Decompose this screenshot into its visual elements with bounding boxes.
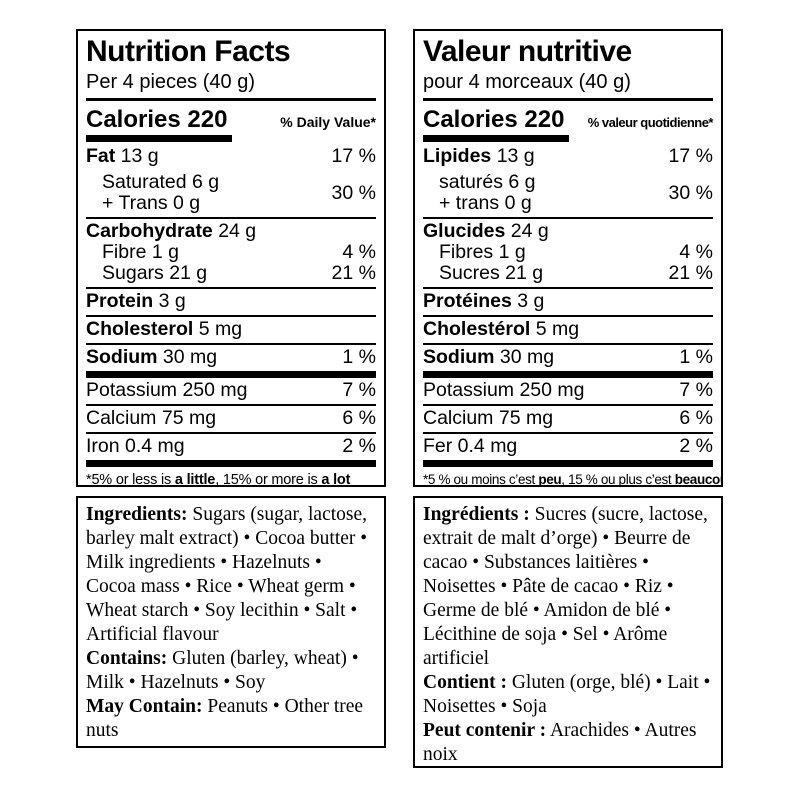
fibre-row: Fibres 1 g 4 % bbox=[439, 241, 713, 263]
may-contain-paragraph: Peut contenir : Arachides • Autres noix bbox=[423, 720, 697, 765]
saturated-trans-row: Saturated 6 g + Trans 0 g 30 % bbox=[86, 170, 376, 217]
contains-paragraph: Contient : Gluten (orge, blé) • Lait • N… bbox=[423, 672, 711, 717]
thin-separator bbox=[423, 287, 713, 289]
calories-underline bbox=[423, 135, 569, 142]
serving-size-en: Per 4 pieces (40 g) bbox=[86, 71, 255, 93]
daily-value-header: % valeur quotidienne* bbox=[587, 115, 714, 130]
calcium-percent: 6 % bbox=[342, 407, 376, 429]
potassium-percent: 7 % bbox=[342, 379, 376, 401]
trans-line: + trans 0 g bbox=[439, 192, 532, 214]
may-contain-paragraph: May Contain: Peanuts • Other tree nuts bbox=[86, 696, 364, 741]
calories-value: Calories 220 bbox=[86, 106, 228, 133]
thin-separator bbox=[86, 343, 376, 345]
carbohydrate-row: Glucides 24 g bbox=[423, 220, 549, 242]
ingredients-panel-en: Ingredients: Sugars (sugar, lactose, bar… bbox=[76, 496, 386, 748]
calories-row-en: Calories 220 % Daily Value* bbox=[86, 101, 376, 134]
calories-row-fr: Calories 220 % valeur quotidienne* bbox=[423, 101, 714, 134]
thin-separator bbox=[86, 432, 376, 434]
sugars-percent: 21 % bbox=[331, 262, 376, 284]
calories-underline bbox=[86, 135, 232, 142]
thick-separator bbox=[86, 371, 376, 378]
thin-separator bbox=[423, 343, 713, 345]
ingredients-paragraph: Ingrédients : Sucres (sucre, lactose, ex… bbox=[423, 504, 708, 669]
daily-value-header: % Daily Value* bbox=[280, 114, 376, 130]
sodium-row: Sodium 30 mg 1 % bbox=[86, 346, 376, 368]
cholesterol-row: Cholestérol 5 mg bbox=[423, 318, 580, 340]
thin-separator bbox=[423, 315, 713, 317]
header-rule bbox=[423, 98, 713, 101]
sugars-percent: 21 % bbox=[668, 262, 713, 284]
saturated-trans-percent: 30 % bbox=[331, 181, 376, 204]
thin-separator bbox=[86, 315, 376, 317]
fibre-percent: 4 % bbox=[679, 241, 713, 263]
iron-percent: 2 % bbox=[679, 435, 713, 457]
nutrition-facts-panel-fr: Valeur nutritive pour 4 morceaux (40 g) … bbox=[413, 29, 723, 487]
fat-percent: 17 % bbox=[668, 145, 713, 167]
saturated-trans-row: saturés 6 g + trans 0 g 30 % bbox=[423, 170, 713, 217]
sodium-percent: 1 % bbox=[342, 346, 376, 368]
saturated-line: Saturated 6 g bbox=[102, 171, 220, 193]
carbohydrate-row: Carbohydrate 24 g bbox=[86, 220, 257, 242]
fat-row: Fat 13 g 17 % bbox=[86, 145, 376, 167]
thick-separator bbox=[86, 460, 376, 467]
protein-row: Protein 3 g bbox=[86, 290, 186, 312]
daily-value-footnote-fr: *5 % ou moins c’est peu, 15 % ou plus c’… bbox=[423, 472, 721, 487]
protein-row: Protéines 3 g bbox=[423, 290, 545, 312]
potassium-percent: 7 % bbox=[679, 379, 713, 401]
calcium-row: Calcium 75 mg 6 % bbox=[423, 407, 713, 429]
potassium-row: Potassium 250 mg 7 % bbox=[423, 379, 713, 401]
iron-row: Iron 0.4 mg 2 % bbox=[86, 435, 376, 457]
cholesterol-row: Cholesterol 5 mg bbox=[86, 318, 243, 340]
fat-row: Lipides 13 g 17 % bbox=[423, 145, 713, 167]
thin-separator bbox=[86, 287, 376, 289]
sodium-row: Sodium 30 mg 1 % bbox=[423, 346, 713, 368]
thin-separator bbox=[86, 217, 376, 219]
saturated-trans-percent: 30 % bbox=[668, 181, 713, 204]
iron-percent: 2 % bbox=[342, 435, 376, 457]
thick-separator bbox=[423, 371, 713, 378]
panel-title-fr: Valeur nutritive bbox=[423, 35, 632, 68]
nutrition-facts-panel-en: Nutrition Facts Per 4 pieces (40 g) Calo… bbox=[76, 29, 386, 487]
panel-title-en: Nutrition Facts bbox=[86, 35, 291, 68]
potassium-row: Potassium 250 mg 7 % bbox=[86, 379, 376, 401]
fibre-row: Fibre 1 g 4 % bbox=[102, 241, 376, 263]
contains-paragraph: Contains: Gluten (barley, wheat) • Milk … bbox=[86, 648, 359, 693]
serving-size-fr: pour 4 morceaux (40 g) bbox=[423, 71, 631, 93]
thin-separator bbox=[86, 404, 376, 406]
daily-value-footnote-en: *5% or less is a little, 15% or more is … bbox=[86, 472, 351, 487]
calcium-percent: 6 % bbox=[679, 407, 713, 429]
calcium-row: Calcium 75 mg 6 % bbox=[86, 407, 376, 429]
ingredients-paragraph: Ingredients: Sugars (sugar, lactose, bar… bbox=[86, 504, 368, 645]
trans-line: + Trans 0 g bbox=[102, 192, 201, 214]
sodium-percent: 1 % bbox=[679, 346, 713, 368]
header-rule bbox=[86, 98, 376, 101]
thin-separator bbox=[423, 404, 713, 406]
thin-separator bbox=[423, 432, 713, 434]
ingredients-panel-fr: Ingrédients : Sucres (sucre, lactose, ex… bbox=[413, 496, 723, 768]
saturated-line: saturés 6 g bbox=[439, 171, 536, 193]
sugars-row: Sucres 21 g 21 % bbox=[439, 262, 713, 284]
fat-percent: 17 % bbox=[331, 145, 376, 167]
iron-row: Fer 0.4 mg 2 % bbox=[423, 435, 713, 457]
calories-value: Calories 220 bbox=[423, 106, 565, 133]
thick-separator bbox=[423, 460, 713, 467]
fibre-percent: 4 % bbox=[342, 241, 376, 263]
thin-separator bbox=[423, 217, 713, 219]
sugars-row: Sugars 21 g 21 % bbox=[102, 262, 376, 284]
